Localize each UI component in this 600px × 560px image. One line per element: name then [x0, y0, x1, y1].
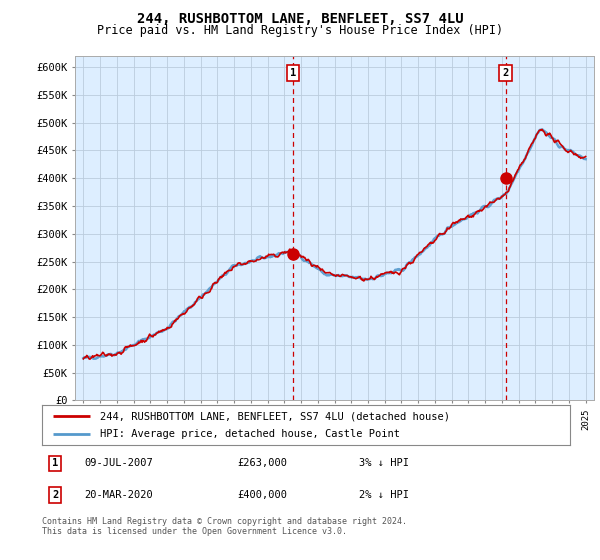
Text: Contains HM Land Registry data © Crown copyright and database right 2024.
This d: Contains HM Land Registry data © Crown c…: [42, 517, 407, 536]
Text: 244, RUSHBOTTOM LANE, BENFLEET, SS7 4LU (detached house): 244, RUSHBOTTOM LANE, BENFLEET, SS7 4LU …: [100, 411, 450, 421]
Text: £263,000: £263,000: [238, 459, 287, 469]
Text: 2: 2: [52, 490, 58, 500]
Text: 2% ↓ HPI: 2% ↓ HPI: [359, 490, 409, 500]
Text: 1: 1: [52, 459, 58, 469]
Text: 3% ↓ HPI: 3% ↓ HPI: [359, 459, 409, 469]
Text: £400,000: £400,000: [238, 490, 287, 500]
Text: 09-JUL-2007: 09-JUL-2007: [84, 459, 153, 469]
Text: 244, RUSHBOTTOM LANE, BENFLEET, SS7 4LU: 244, RUSHBOTTOM LANE, BENFLEET, SS7 4LU: [137, 12, 463, 26]
Text: HPI: Average price, detached house, Castle Point: HPI: Average price, detached house, Cast…: [100, 429, 400, 439]
Text: 1: 1: [290, 68, 296, 78]
Text: 20-MAR-2020: 20-MAR-2020: [84, 490, 153, 500]
Text: 2: 2: [502, 68, 509, 78]
Text: Price paid vs. HM Land Registry's House Price Index (HPI): Price paid vs. HM Land Registry's House …: [97, 24, 503, 37]
